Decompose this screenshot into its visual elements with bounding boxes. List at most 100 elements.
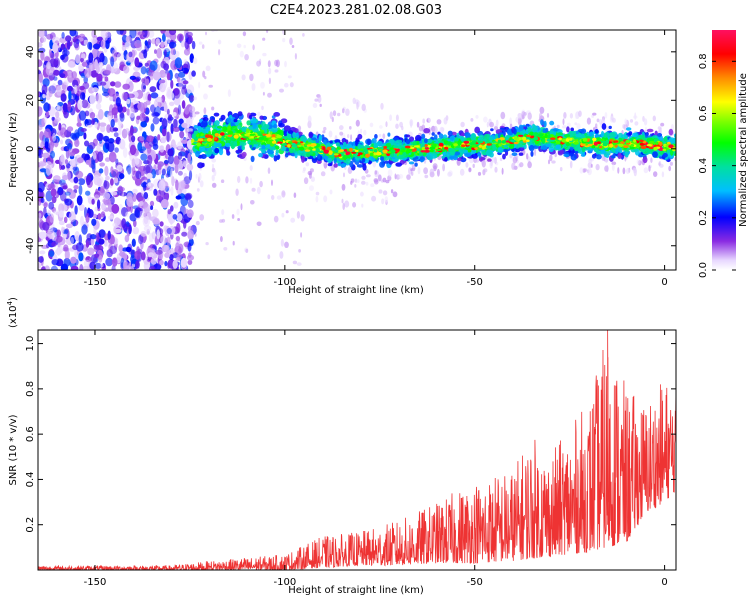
spectrogram-cell [648, 147, 654, 150]
spectrogram-cell [211, 106, 215, 111]
spectrogram-cell [354, 184, 357, 188]
spectrogram-cell [135, 260, 140, 269]
spectrogram-cell [580, 128, 587, 134]
spectrogram-cell [97, 213, 102, 220]
spectrogram-cell [131, 135, 136, 143]
spectrogram-cell [367, 138, 371, 146]
spectrogram-cell [67, 61, 76, 68]
spectrogram-cell [634, 121, 639, 126]
spectrogram-cell [406, 174, 411, 180]
spectrogram-cell [67, 101, 72, 112]
spectrogram-cell [218, 49, 221, 56]
spectrogram-cell [539, 112, 542, 120]
spectrogram-cell [554, 152, 557, 158]
spectrogram-cell [170, 205, 174, 212]
spectrogram-cell [277, 129, 282, 134]
spectrogram-cell [289, 37, 293, 45]
spectrogram-cell [268, 67, 272, 75]
spectrogram-cell [67, 171, 71, 181]
spectrogram-cell [170, 123, 174, 135]
spectrogram-cell [96, 151, 104, 162]
spectrogram-cell [125, 246, 132, 253]
spectrogram-cell [355, 119, 360, 127]
spectrogram-cell [670, 149, 674, 156]
spectrogram-cell [249, 165, 253, 171]
spectrogram-cell [181, 122, 188, 128]
spectrogram-cell [453, 154, 458, 161]
spectrogram-cell [471, 148, 477, 155]
spectrogram-cell [252, 44, 255, 51]
spectrogram-cell [112, 49, 117, 57]
spectrogram-cell [447, 130, 453, 137]
spectrogram-cell [164, 252, 171, 258]
spectrogram-cell [128, 51, 133, 58]
spectrogram-cell [108, 215, 114, 220]
spectrogram-cell [378, 133, 382, 137]
spectrogram-cell [232, 240, 235, 246]
spectrogram-cell [123, 65, 130, 74]
spectrogram-cell [668, 137, 676, 144]
spectrogram-cell [134, 209, 141, 218]
spectrogram-cell [103, 69, 111, 75]
spectrogram-cell [149, 265, 156, 270]
spectrogram-cell [284, 152, 289, 158]
spectrogram-cell [369, 122, 374, 128]
spectrogram-cell [259, 180, 263, 188]
spectrogram-cell [220, 137, 225, 141]
spectrogram-cell [99, 162, 105, 167]
spectrogram-cell [251, 14, 254, 20]
spectrogram-cell [447, 171, 452, 177]
spectrogram-cell [38, 142, 41, 148]
spectrogram-cell [617, 167, 620, 174]
spectrogram-cell [43, 114, 48, 124]
spectrogram-cell [125, 35, 130, 43]
spectrogram-cell [83, 39, 89, 46]
spectrogram-cell [424, 138, 428, 144]
spectrogram-cell [633, 115, 638, 119]
spectrogram-cell [227, 125, 232, 131]
spectrogram-cell [67, 143, 73, 150]
spectrogram-cell [78, 65, 84, 72]
spectrogram-cell [151, 231, 156, 240]
spectrogram-cell [147, 154, 153, 166]
spectrogram-cell [544, 133, 548, 139]
spectrogram-cell [446, 150, 451, 157]
spectrogram-cell [115, 97, 121, 107]
spectrogram-cell [119, 251, 126, 257]
spectrogram-cell [262, 21, 265, 26]
spectrogram-cell [109, 126, 115, 133]
spectrogram-cell [187, 230, 195, 240]
spectrogram-cell [53, 210, 60, 215]
spectrogram-cell [133, 219, 137, 228]
spectrogram-cell [442, 151, 446, 156]
spectrogram-cell [361, 203, 364, 208]
spectrogram-cell [79, 92, 86, 100]
spectrogram-cell [43, 202, 48, 208]
spectrogram-cell [115, 158, 119, 165]
spectrogram-cell [147, 39, 152, 45]
spectrogram-cell [511, 162, 516, 170]
spectrogram-cell [51, 36, 60, 45]
spectrogram-cell [76, 195, 83, 206]
spectrogram-cell [66, 40, 71, 50]
spectrogram-cell [208, 130, 212, 136]
spectrogram-cell [382, 156, 390, 161]
spectrogram-cell [380, 146, 385, 150]
spectrogram-cell [343, 149, 348, 152]
spectrogram-cell [329, 189, 333, 195]
spectrogram-cell [374, 179, 379, 185]
spectrogram-cell [186, 163, 194, 171]
spectrogram-cell [63, 80, 69, 86]
spectrogram-cell [618, 143, 624, 147]
spectrogram-cell [150, 258, 157, 265]
spectrogram-cell [65, 35, 72, 42]
spectrogram-cell [380, 102, 384, 110]
spectrogram-cell [361, 175, 366, 180]
spectrogram-cell [109, 245, 118, 255]
spectrogram-cell [282, 30, 285, 35]
spectrogram-cell [178, 118, 184, 125]
spectrogram-cell [311, 156, 318, 164]
spectrogram-cell [116, 164, 123, 172]
spectrogram-cell [40, 197, 45, 204]
spectrogram-cell [84, 140, 90, 147]
